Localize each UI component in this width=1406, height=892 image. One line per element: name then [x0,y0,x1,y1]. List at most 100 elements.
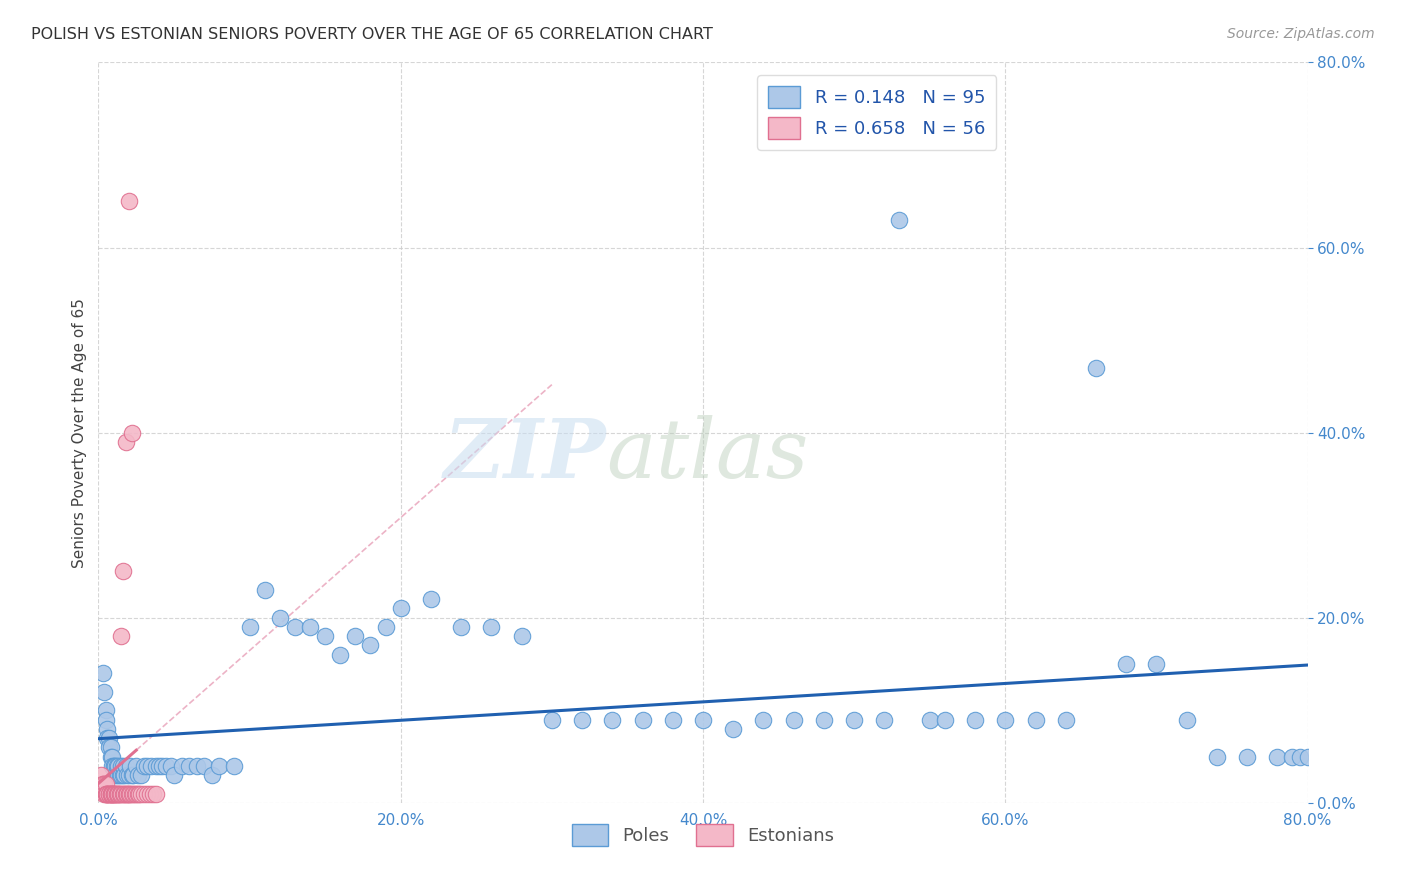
Point [201,768,224,782]
Point [108,787,131,801]
Point [142,787,165,801]
Point [148,758,170,772]
Point [96,787,118,801]
Point [155,758,177,772]
Text: ZIP: ZIP [444,415,606,495]
Point [115,787,138,801]
Point [103,758,125,772]
Point [103,787,125,801]
Point [94,787,117,801]
Point [450,620,472,634]
Point [873,713,896,727]
Text: atlas: atlas [606,415,808,495]
Point [269,610,291,624]
Point [105,787,128,801]
Point [692,713,714,727]
Point [1054,713,1077,727]
Point [127,768,149,782]
Point [104,768,127,782]
Point [360,639,382,653]
Point [127,787,149,801]
Point [91,777,114,791]
Point [120,787,142,801]
Point [150,758,173,772]
Point [96,722,118,736]
Point [114,787,136,801]
Point [602,713,624,727]
Point [93,777,115,791]
Point [112,787,135,801]
Point [101,749,124,764]
Point [129,768,152,782]
Point [115,768,138,782]
Point [91,777,114,791]
Point [124,787,146,801]
Point [94,787,117,801]
Point [783,713,806,727]
Point [94,777,117,791]
Point [723,722,745,736]
Point [128,787,150,801]
Point [103,787,125,801]
Point [110,758,132,772]
Point [145,758,167,772]
Point [110,787,132,801]
Point [540,713,562,727]
Point [103,758,125,772]
Point [374,620,396,634]
Point [96,787,118,801]
Point [631,713,654,727]
Point [98,740,121,755]
Point [98,787,121,801]
Point [193,758,215,772]
Text: Source: ZipAtlas.com: Source: ZipAtlas.com [1227,27,1375,41]
Point [208,758,231,772]
Point [918,713,941,727]
Point [104,787,127,801]
Point [389,601,412,615]
Point [314,629,336,643]
Point [103,787,125,801]
Point [91,666,114,681]
Point [253,582,276,597]
Point [100,787,122,801]
Point [107,787,129,801]
Point [107,758,129,772]
Point [111,758,134,772]
Point [160,758,183,772]
Point [112,768,135,782]
Point [118,768,141,782]
Point [661,713,683,727]
Point [121,425,143,440]
Point [104,758,127,772]
Point [752,713,775,727]
Point [170,758,193,772]
Point [510,629,533,643]
Point [132,787,155,801]
Point [122,787,145,801]
Point [844,713,866,727]
Point [121,768,143,782]
Point [112,787,135,801]
Point [107,787,129,801]
Point [105,787,128,801]
Point [121,787,143,801]
Point [135,758,157,772]
Point [179,758,201,772]
Point [163,768,186,782]
Point [186,758,208,772]
Point [105,768,128,782]
Point [110,768,132,782]
Point [107,768,129,782]
Point [101,787,124,801]
Point [1085,360,1108,375]
Point [114,434,136,449]
Point [139,787,162,801]
Point [118,787,141,801]
Point [101,787,124,801]
Point [299,620,322,634]
Point [98,787,121,801]
Text: POLISH VS ESTONIAN SENIORS POVERTY OVER THE AGE OF 65 CORRELATION CHART: POLISH VS ESTONIAN SENIORS POVERTY OVER … [31,27,713,42]
Point [889,212,911,227]
Point [965,713,987,727]
